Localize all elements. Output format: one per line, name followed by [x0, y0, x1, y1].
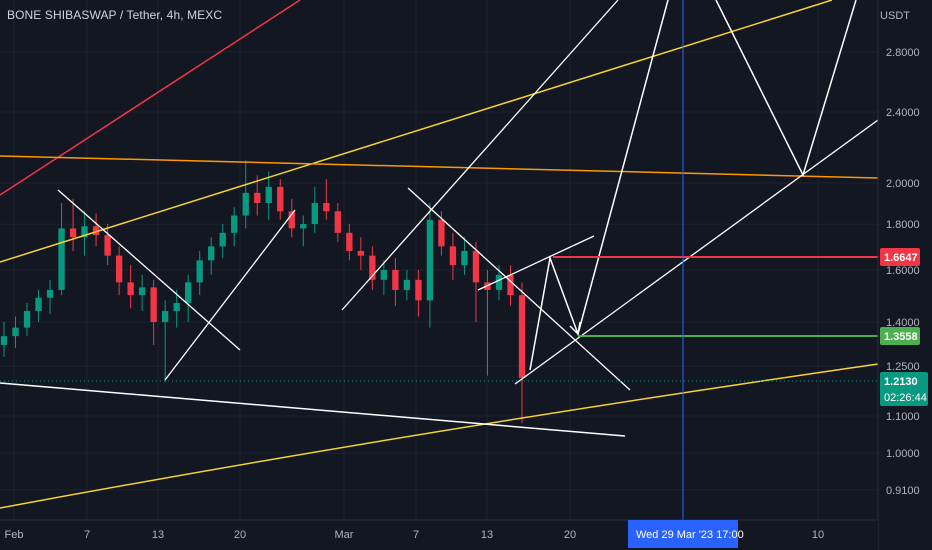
time-tick-label: 13 — [481, 529, 493, 541]
price-tick-label: 1.2500 — [886, 361, 920, 373]
candle-body — [380, 269, 388, 280]
white-projection-path-2[interactable] — [715, 0, 857, 178]
candle-body — [69, 228, 77, 238]
white-line-4[interactable] — [341, 0, 619, 311]
candle-body — [46, 289, 54, 298]
svg-text:1.2130: 1.2130 — [884, 376, 918, 388]
candle-body — [242, 192, 249, 216]
price-tick-label: 1.6000 — [886, 265, 920, 277]
candle-body — [495, 274, 503, 290]
candle-body — [58, 228, 65, 290]
white-arrowhead — [569, 321, 581, 336]
yellow-trendline-upper[interactable] — [0, 0, 833, 263]
candle-body — [254, 192, 261, 203]
candle-body — [196, 260, 203, 283]
candle-body — [0, 336, 8, 345]
candle-body — [323, 202, 330, 212]
price-axis-unit: USDT — [880, 10, 910, 22]
white-support-line[interactable] — [0, 382, 626, 437]
price-tick-label: 0.9100 — [886, 485, 920, 497]
price-tick-label: 2.0000 — [886, 178, 920, 190]
svg-text:1.6647: 1.6647 — [884, 252, 918, 264]
candle-body — [92, 226, 100, 236]
price-tick-label: 2.4000 — [886, 107, 920, 119]
white-line-1[interactable] — [57, 189, 241, 351]
candle-body — [161, 311, 169, 323]
candle-body — [288, 211, 295, 229]
time-tick-label: 20 — [564, 529, 576, 541]
candle-body — [231, 215, 238, 233]
price-tick-label: 1.1000 — [886, 411, 920, 423]
time-axis-ticks: Feb 7 13 20 Mar 7 13 20 10 — [5, 529, 825, 541]
price-axis-panel[interactable] — [878, 0, 932, 550]
candle-body — [12, 327, 19, 337]
candle-body — [449, 246, 457, 266]
candle-body — [415, 279, 422, 301]
svg-text:Wed 29 Mar '23 17:00: Wed 29 Mar '23 17:00 — [636, 529, 744, 541]
candle-body — [265, 186, 272, 203]
candle-body — [185, 282, 192, 303]
candle-body — [403, 279, 411, 290]
white-line-3[interactable] — [407, 187, 631, 391]
candle-body — [426, 219, 434, 301]
candle-body — [115, 255, 123, 283]
price-axis-ticks: 2.8000 2.4000 2.0000 1.8000 1.6000 1.4000 1.25… — [886, 47, 920, 497]
candle-body — [346, 232, 353, 251]
white-line-5[interactable] — [477, 235, 595, 291]
candle-body — [127, 282, 134, 296]
candle-body — [81, 226, 88, 238]
candle-body — [35, 297, 42, 312]
candle-body — [138, 287, 146, 296]
time-axis-panel[interactable] — [0, 520, 878, 550]
candle-body — [472, 250, 480, 283]
candle-body — [23, 311, 31, 328]
drawings — [0, 0, 879, 520]
candle-body — [219, 232, 226, 247]
candle-body — [208, 246, 215, 261]
candle-body — [150, 287, 157, 323]
candle-body — [438, 219, 445, 247]
candle-body — [334, 211, 341, 233]
white-projection-path[interactable] — [529, 0, 669, 371]
candle-body — [392, 269, 399, 290]
svg-text:02:26:44: 02:26:44 — [884, 392, 927, 404]
candle-body — [311, 202, 318, 225]
yellow-trendline-lower[interactable] — [0, 363, 879, 509]
svg-text:1.3558: 1.3558 — [884, 331, 918, 343]
time-tick-label: 20 — [234, 529, 246, 541]
time-tick-label: Feb — [5, 529, 24, 541]
grid — [0, 0, 878, 520]
chart-title: BONE SHIBASWAP / Tether, 4h, MEXC — [7, 8, 223, 22]
white-line-2[interactable] — [164, 209, 296, 381]
time-tick-label: 7 — [84, 529, 90, 541]
candles — [0, 160, 526, 424]
candle-body — [507, 274, 514, 296]
candle-body — [300, 224, 307, 229]
white-line-6[interactable] — [514, 119, 879, 385]
last-price-tag: 1.2130 02:26:44 — [880, 372, 928, 406]
price-tick-label: 2.8000 — [886, 47, 920, 59]
time-tick-label: Mar — [335, 529, 354, 541]
candle-body — [173, 302, 180, 312]
support-price-tag: 1.3558 — [880, 327, 920, 345]
time-tick-label: 13 — [152, 529, 164, 541]
price-tick-label: 1.0000 — [886, 448, 920, 460]
candle-body — [357, 250, 365, 256]
resistance-price-tag: 1.6647 — [880, 248, 920, 266]
time-tick-label: 7 — [413, 529, 419, 541]
candle-body — [461, 250, 468, 266]
candle-body — [104, 235, 111, 256]
candle-body — [369, 255, 376, 280]
red-trendline[interactable] — [0, 0, 301, 196]
time-tick-label: 10 — [812, 529, 824, 541]
candle-body — [277, 186, 284, 212]
crosshair-time-label: Wed 29 Mar '23 17:00 — [628, 520, 744, 548]
price-tick-label: 1.4000 — [886, 317, 920, 329]
orange-trendline[interactable] — [0, 155, 879, 179]
price-tick-label: 1.8000 — [886, 219, 920, 231]
candle-body — [518, 295, 526, 378]
